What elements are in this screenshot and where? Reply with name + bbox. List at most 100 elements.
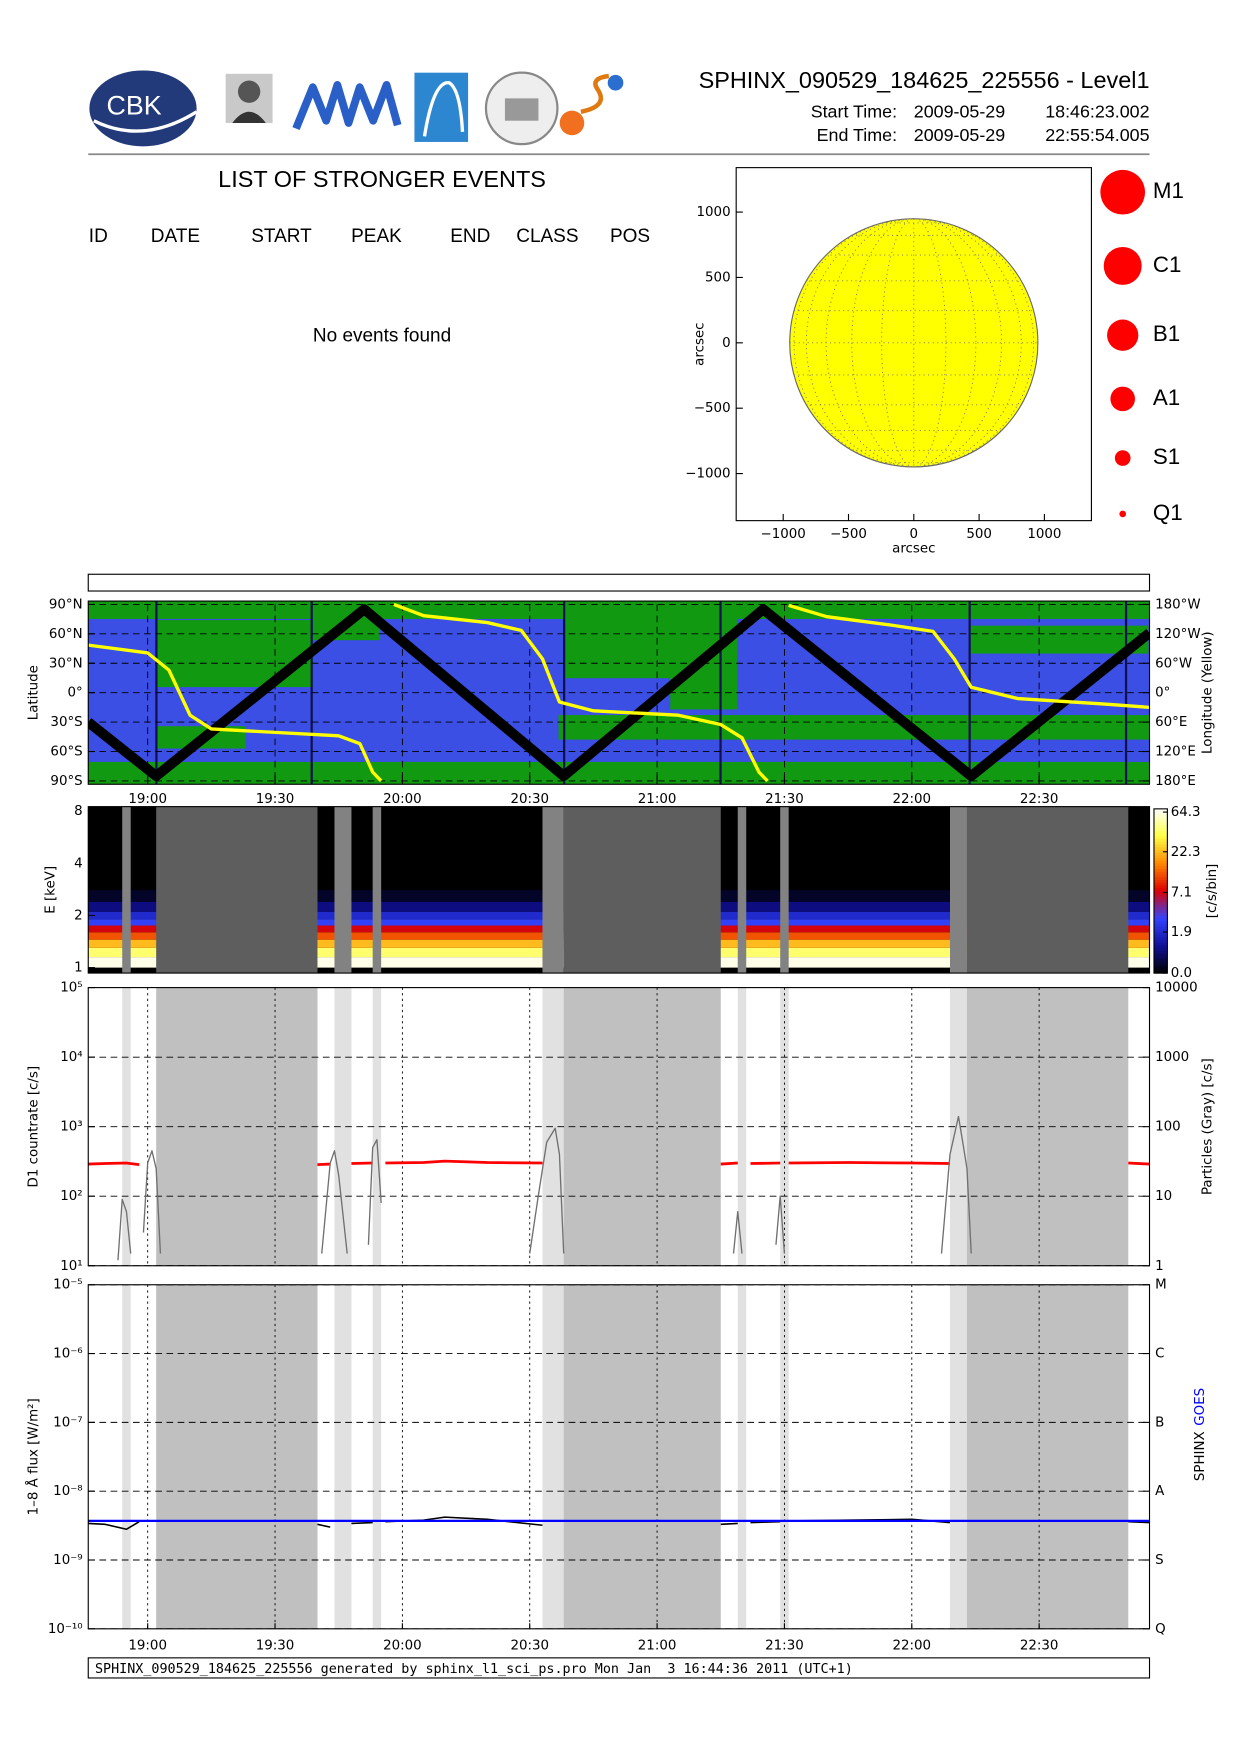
colorbar-slice [1153,808,1168,813]
colorbar-slice [1153,904,1168,908]
colorbar-tick-label: 1.9 [1171,925,1192,940]
colorbar-slice [1153,929,1168,933]
series-line [88,1516,1150,1531]
y-tick-label: 120°E [1155,745,1196,760]
colorbar-slice [1153,814,1168,818]
colorbar-frame [1153,808,1168,974]
shaded-interval [334,806,352,974]
y-tick-label: 60°E [1155,715,1187,730]
y-tick-label: 1 [74,961,83,976]
colorbar-slice [1153,836,1168,840]
start-time: 18:46:23.002 [1045,102,1149,122]
colorbar-slice [1153,964,1168,969]
logo-swoosh [93,110,198,133]
colorbar-slice [1153,967,1168,971]
y-tick-label: −500 [694,401,731,416]
map-field [558,715,1150,740]
y-tick-label: 100 [1155,1120,1181,1135]
legend-label: M1 [1153,178,1184,203]
colorbar-slice [1153,926,1168,930]
shaded-interval [542,806,564,974]
y-tick-label: 10⁵ [60,981,82,996]
y-tick-label: 90°S [50,774,82,789]
y-axis-label: arcsec [692,322,707,365]
x-tick-label: 22:00 [892,1639,931,1654]
series-line [88,604,1150,782]
series-line [88,602,1150,783]
empty-bar [87,573,1151,592]
x-tick-label: 19:30 [256,1639,295,1654]
y-tick-label: C [1155,1347,1164,1362]
legend-label: C1 [1153,252,1182,277]
y-axis-label: E [keV] [43,866,58,914]
y-tick-label: 1 [1155,1259,1164,1274]
y-tick-label: 10⁻¹⁰ [48,1622,83,1637]
colorbar-slice [1153,833,1168,837]
logo-text: CBK [106,90,161,120]
colorbar-slice [1153,956,1168,960]
y-tick-label: 10⁻⁶ [53,1347,82,1362]
colorbar-slice [1153,962,1168,966]
y-tick-label: 180°E [1155,774,1196,789]
logo-globe [607,74,624,91]
colorbar-tick-label: 64.3 [1171,805,1201,820]
footer-text: SPHINX_090529_184625_225556 generated by… [95,1662,853,1677]
logo-sphinx-s [580,73,610,114]
x-tick-label: 20:30 [510,1639,549,1654]
colorbar-slice [1153,912,1168,917]
legend-label: B1 [1153,321,1180,346]
y-tick-label: 1000 [1155,1050,1189,1065]
shaded-interval [563,806,721,974]
colorbar-slice [1153,822,1168,826]
legend-symbol [1100,169,1146,215]
shaded-interval [966,987,1129,1266]
x-tick-label: 21:30 [765,792,804,807]
start-date: 2009-05-29 [914,102,1005,122]
disk-grid [851,218,977,468]
colorbar-slice [1153,838,1168,843]
colorbar-slice [1153,871,1168,876]
y-axis-label: 1–8 Å flux [W/m²] [25,1398,42,1515]
y-tick-label: 10⁴ [60,1050,82,1065]
y-tick-label: 8 [74,804,83,819]
disk-grid [881,218,947,468]
logo-seal-building [504,98,539,121]
events-column: ID [89,226,108,247]
y-axis-label: Latitude [27,665,42,720]
y-tick-label: 4 [74,856,83,871]
map-field [156,620,313,688]
colorbar-slice [1153,940,1168,944]
colorbar-slice [1153,863,1168,867]
shaded-interval [156,806,318,974]
map-field [88,601,1150,619]
colorbar-tick-label: 0.0 [1171,966,1192,981]
plot-area [88,601,1150,785]
shaded-interval [542,1284,564,1629]
colorbar-slice [1153,890,1168,895]
y-tick-label: 1000 [697,205,731,220]
y-tick-label: 10⁻⁵ [53,1278,82,1293]
y-tick-label: 0 [722,336,731,351]
y-tick-label: 2 [74,908,83,923]
y-tick-label: A [1155,1484,1165,1499]
disk-grid [825,218,1002,468]
colorbar-slice [1153,923,1168,928]
logo-mian [292,81,402,131]
colorbar-slice [1153,817,1168,821]
y-tick-label: 60°W [1155,656,1192,671]
y-tick-label: 500 [705,270,731,285]
y-tick-label: 30°N [49,656,83,671]
end-date: 2009-05-29 [914,125,1005,145]
y-tick-label: 10 [1155,1189,1172,1204]
shaded-interval [122,1284,131,1629]
colorbar-slice [1153,945,1168,949]
x-tick-label: 0 [910,527,919,542]
colorbar-label: [c/s/bin] [1205,864,1220,919]
shaded-interval [949,1284,967,1629]
x-tick-label: 21:30 [765,1639,804,1654]
logo-portrait-head [237,80,261,103]
colorbar-slice [1153,855,1168,859]
colorbar-tick-label: 7.1 [1171,885,1192,900]
legend-symbol [1114,450,1131,466]
shaded-interval [780,806,789,974]
